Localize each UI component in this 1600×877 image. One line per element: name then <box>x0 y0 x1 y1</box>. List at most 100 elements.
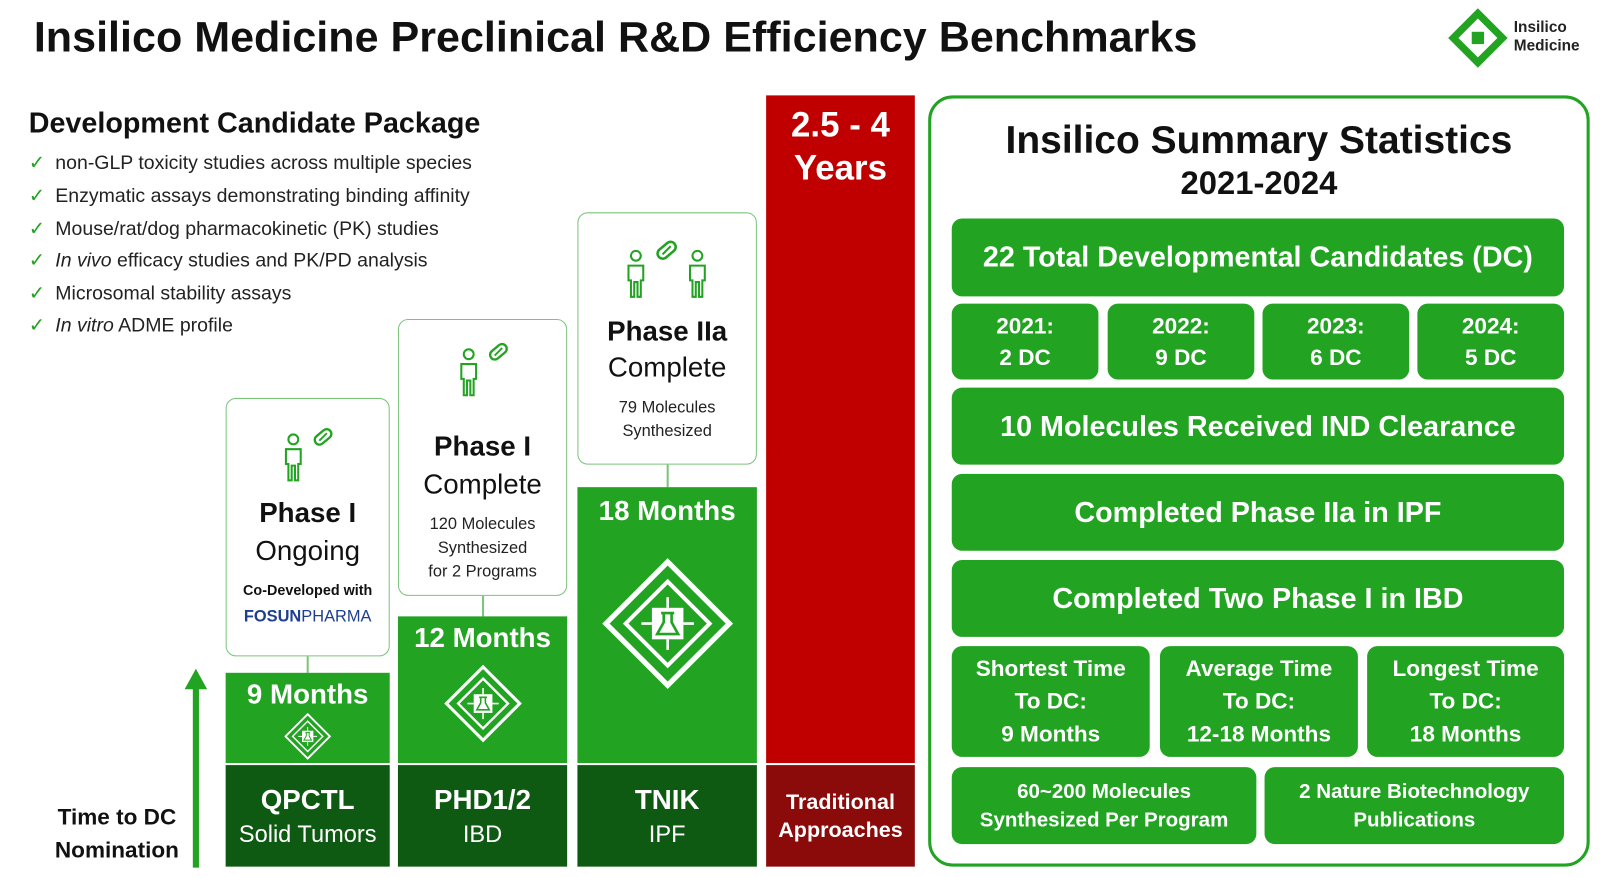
duration-box: 12 Months <box>397 616 568 764</box>
duration-box: 18 Months <box>577 487 757 764</box>
item-text: non-GLP toxicity studies across multiple… <box>55 152 472 175</box>
connector <box>482 595 485 617</box>
partner-part: PHARMA <box>301 608 372 626</box>
note-line: Synthesized <box>437 539 528 557</box>
time-line: Longest Time <box>1392 655 1539 681</box>
package-title: Development Candidate Package <box>28 106 481 139</box>
time-box: Longest Time To DC: 18 Months <box>1367 646 1565 757</box>
package-item: ✓ In vitro ADME profile <box>28 314 233 337</box>
summary-row: Completed Phase IIa in IPF <box>951 473 1565 551</box>
status: Ongoing <box>255 535 361 567</box>
duration: 12 Months <box>414 622 552 654</box>
axis-line: Nomination <box>54 836 179 863</box>
target: QPCTL <box>260 784 355 815</box>
phase: Phase IIa <box>607 315 728 347</box>
logo-line: Insilico <box>1513 18 1567 36</box>
year-count: 2 DC <box>999 344 1051 371</box>
phase-icon <box>459 340 510 397</box>
partner-part: FOSUN <box>243 608 302 626</box>
status: Complete <box>423 468 542 500</box>
year-count: 9 DC <box>1155 344 1207 371</box>
phase: Phase I <box>259 497 357 529</box>
time-line: To DC: <box>1222 688 1296 714</box>
year-count: 6 DC <box>1310 344 1362 371</box>
time-arrow <box>184 668 208 868</box>
bottom-line: Publications <box>1353 808 1476 832</box>
target-box: QPCTL Solid Tumors <box>225 765 390 867</box>
traditional-line: Traditional <box>786 790 895 814</box>
item-text: ADME profile <box>113 314 233 337</box>
connector <box>666 464 669 488</box>
year: 2024: <box>1461 312 1520 339</box>
year-box: 2023: 6 DC <box>1262 303 1410 380</box>
item-text: efficacy studies and PK/PD analysis <box>111 250 428 272</box>
note: 79 Molecules Synthesized <box>619 396 716 443</box>
item-em: In vivo <box>55 250 112 272</box>
target: TNIK <box>634 784 700 815</box>
summary-panel <box>928 95 1590 867</box>
package-item: ✓ Enzymatic assays demonstrating binding … <box>28 185 470 208</box>
target: PHD1/2 <box>434 784 532 815</box>
year-box: 2022: 9 DC <box>1107 303 1255 380</box>
traditional-label: Traditional Approaches <box>766 765 915 867</box>
summary-row: 10 Molecules Received IND Clearance <box>951 387 1565 465</box>
program-card: Phase I Complete 120 Molecules Synthesize… <box>397 318 568 596</box>
bottom-line: 60~200 Molecules <box>1017 779 1192 803</box>
bottom-line: Synthesized Per Program <box>979 808 1229 832</box>
item-em: In vitro <box>55 314 114 337</box>
chip-icon <box>602 558 733 689</box>
program-card: Phase IIa Complete 79 Molecules Synthesiz… <box>577 212 757 465</box>
time-box: Average Time To DC: 12-18 Months <box>1159 646 1358 757</box>
logo-line: Medicine <box>1513 36 1580 55</box>
duration: 18 Months <box>598 495 736 527</box>
time-line: To DC: <box>1429 688 1502 714</box>
time-line: Average Time <box>1185 655 1333 681</box>
program-card: Phase I Ongoing Co-Developed with FOSUNP… <box>225 397 390 657</box>
chip-icon <box>284 713 331 760</box>
year: 2021: <box>996 312 1054 339</box>
traditional-duration: Years <box>793 148 888 188</box>
axis-line: Time to DC <box>57 804 177 830</box>
bottom-box: 2 Nature Biotechnology Publications <box>1264 767 1565 845</box>
item-text: Enzymatic assays demonstrating binding a… <box>55 185 470 208</box>
indication: IPF <box>648 819 686 847</box>
note-line: Synthesized <box>622 422 712 440</box>
note-line: 79 Molecules <box>618 398 716 417</box>
phase: Phase I <box>434 430 532 462</box>
connector <box>306 656 309 673</box>
logo-text: Insilico Medicine <box>1514 18 1580 55</box>
note: 120 Molecules Synthesized for 2 Programs <box>428 513 537 584</box>
phase-icon <box>284 426 335 482</box>
time-line: Shortest Time <box>975 655 1126 681</box>
summary-row: Completed Two Phase I in IBD <box>951 559 1565 637</box>
item-text: Mouse/rat/dog pharmacokinetic (PK) studi… <box>55 218 439 240</box>
time-line: 9 Months <box>1001 720 1101 747</box>
item-text: Microsomal stability assays <box>55 283 292 305</box>
bottom-line: 2 Nature Biotechnology <box>1299 779 1530 803</box>
note-line: 120 Molecules <box>429 515 536 534</box>
year-count: 5 DC <box>1465 344 1517 371</box>
target-box: PHD1/2 IBD <box>397 765 568 867</box>
chip-icon <box>444 665 521 742</box>
phase-icon <box>626 238 706 298</box>
partner: FOSUNPHARMA <box>244 608 372 626</box>
time-line: 12-18 Months <box>1186 720 1332 747</box>
package-item: ✓ In vivo efficacy studies and PK/PD anal… <box>28 250 428 272</box>
logo-icon <box>1448 8 1508 68</box>
target-box: TNIK IPF <box>577 765 757 867</box>
status: Complete <box>607 351 727 383</box>
bottom-box: 60~200 Molecules Synthesized Per Program <box>951 767 1257 845</box>
time-line: 18 Months <box>1409 720 1522 747</box>
duration: 9 Months <box>246 678 369 710</box>
summary-title: Insilico Summary Statistics <box>1005 118 1513 162</box>
package-item: ✓ non-GLP toxicity studies across multipl… <box>28 152 472 175</box>
year-box: 2021: 2 DC <box>951 303 1099 380</box>
indication: Solid Tumors <box>238 819 377 847</box>
year: 2023: <box>1306 312 1365 339</box>
duration-box: 9 Months <box>225 672 390 764</box>
traditional-box: 2.5 - 4 Years <box>766 95 915 764</box>
package-item: ✓ Mouse/rat/dog pharmacokinetic (PK) stud… <box>28 218 439 240</box>
package-item: ✓ Microsomal stability assays <box>28 283 292 305</box>
